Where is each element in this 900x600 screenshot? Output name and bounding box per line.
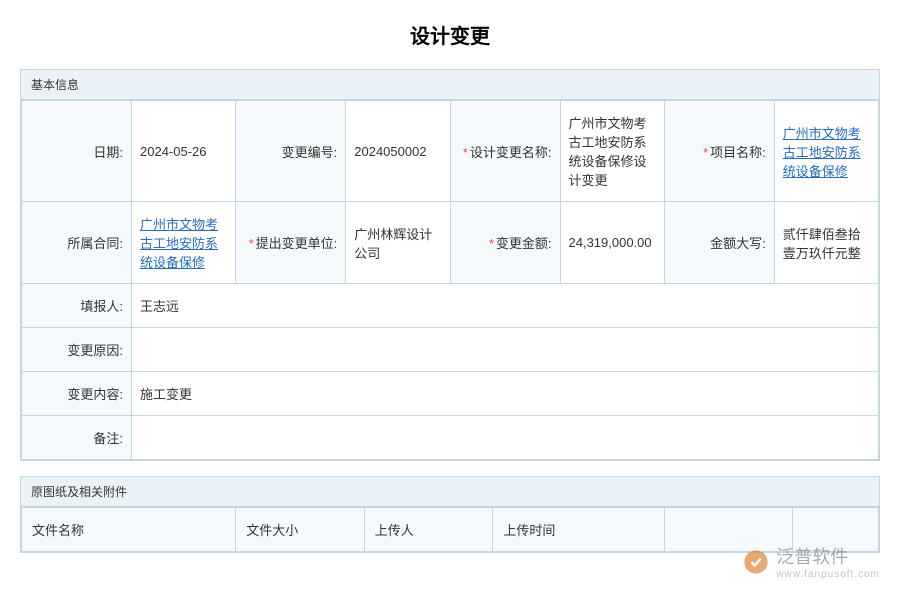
label-text: 项目名称: (710, 145, 766, 160)
date-label: 日期: (22, 101, 132, 202)
amount-cn-value: 贰仟肆佰叁拾壹万玖仟元整 (774, 202, 878, 284)
date-value: 2024-05-26 (132, 101, 236, 202)
change-name-label: *设计变更名称: (450, 101, 560, 202)
label-text: 变更金额: (496, 236, 552, 251)
watermark: 泛普软件 www.fanpusoft.com (742, 543, 880, 580)
watermark-url: www.fanpusoft.com (776, 569, 880, 580)
content-label: 变更内容: (22, 372, 132, 416)
change-amount-label: *变更金额: (450, 202, 560, 284)
project-name-link[interactable]: 广州市文物考古工地安防系统设备保修 (783, 126, 861, 179)
basic-info-section: 基本信息 日期: 2024-05-26 变更编号: 2024050002 *设计… (20, 69, 880, 461)
page-title: 设计变更 (20, 20, 880, 49)
form-row: 备注: (22, 416, 879, 460)
remark-label: 备注: (22, 416, 132, 460)
change-no-label: 变更编号: (236, 101, 346, 202)
change-amount-value: 24,319,000.00 (560, 202, 664, 284)
remark-value (132, 416, 879, 460)
col-filesize: 文件大小 (236, 508, 365, 552)
propose-unit-label: *提出变更单位: (236, 202, 346, 284)
logo-icon (742, 548, 770, 576)
form-row: 日期: 2024-05-26 变更编号: 2024050002 *设计变更名称:… (22, 101, 879, 202)
amount-cn-label: 金额大写: (664, 202, 774, 284)
change-name-value: 广州市文物考古工地安防系统设备保修设计变更 (560, 101, 664, 202)
form-row: 填报人: 王志远 (22, 284, 879, 328)
reason-value (132, 328, 879, 372)
col-uploadtime: 上传时间 (493, 508, 664, 552)
reason-label: 变更原因: (22, 328, 132, 372)
reporter-value: 王志远 (132, 284, 879, 328)
basic-info-header: 基本信息 (21, 70, 879, 100)
change-no-value: 2024050002 (346, 101, 450, 202)
project-name-label: *项目名称: (664, 101, 774, 202)
contract-label: 所属合同: (22, 202, 132, 284)
form-row: 所属合同: 广州市文物考古工地安防系统设备保修 *提出变更单位: 广州林辉设计公… (22, 202, 879, 284)
attachments-header: 原图纸及相关附件 (21, 477, 879, 507)
form-row: 变更原因: (22, 328, 879, 372)
attachments-section: 原图纸及相关附件 文件名称 文件大小 上传人 上传时间 (20, 476, 880, 553)
content-value: 施工变更 (132, 372, 879, 416)
col-uploader: 上传人 (364, 508, 493, 552)
col-filename: 文件名称 (22, 508, 236, 552)
watermark-text: 泛普软件 (776, 547, 848, 567)
project-name-value[interactable]: 广州市文物考古工地安防系统设备保修 (774, 101, 878, 202)
basic-info-table: 日期: 2024-05-26 变更编号: 2024050002 *设计变更名称:… (21, 100, 879, 460)
form-row: 变更内容: 施工变更 (22, 372, 879, 416)
contract-link[interactable]: 广州市文物考古工地安防系统设备保修 (140, 217, 218, 270)
reporter-label: 填报人: (22, 284, 132, 328)
label-text: 设计变更名称: (470, 145, 552, 160)
propose-unit-value: 广州林辉设计公司 (346, 202, 450, 284)
label-text: 提出变更单位: (256, 236, 338, 251)
contract-value[interactable]: 广州市文物考古工地安防系统设备保修 (132, 202, 236, 284)
